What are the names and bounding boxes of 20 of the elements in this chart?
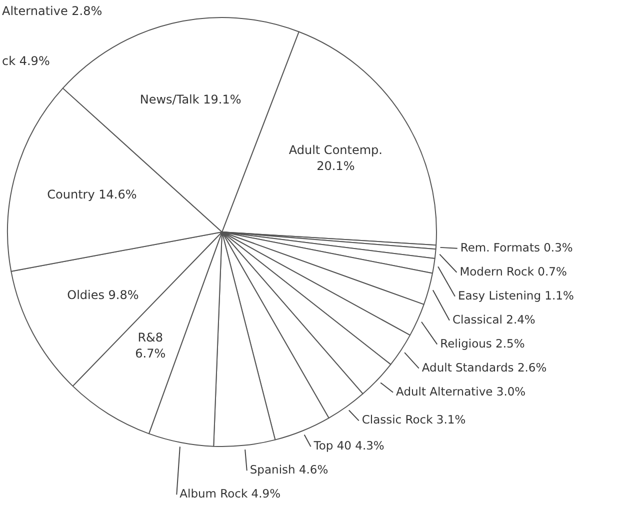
slice-label: News/Talk 19.1%	[140, 92, 242, 107]
slice-label: Classical 2.4%	[452, 312, 536, 326]
slice-label: Religious 2.5%	[440, 336, 525, 350]
slice-label: Oldies 9.8%	[67, 288, 139, 302]
slice-label: Adult Standards 2.6%	[422, 360, 547, 374]
slice-label: Country 14.6%	[47, 187, 137, 202]
slice-label: Adult Alternative 3.0%	[396, 384, 526, 398]
slice-label: Modern Rock 0.7%	[460, 264, 567, 278]
slice-label: Album Rock 4.9%	[180, 486, 281, 501]
slice-label: R&8	[138, 330, 164, 345]
text: ck 4.9%	[2, 54, 50, 68]
slice-label: Top 40 4.3%	[312, 438, 384, 453]
slice-label: Classic Rock 3.1%	[362, 412, 466, 427]
data-label: 20.1%	[316, 159, 355, 174]
data-label: 6.7%	[135, 346, 166, 361]
slice-label: Adult Contemp.	[288, 143, 382, 158]
slice-label: Easy Listening 1.1%	[458, 288, 574, 302]
slice-label: Rem. Formats 0.3%	[460, 240, 573, 254]
text: Alternative 2.8%	[2, 4, 102, 18]
slice-label: Spanish 4.6%	[250, 462, 328, 477]
